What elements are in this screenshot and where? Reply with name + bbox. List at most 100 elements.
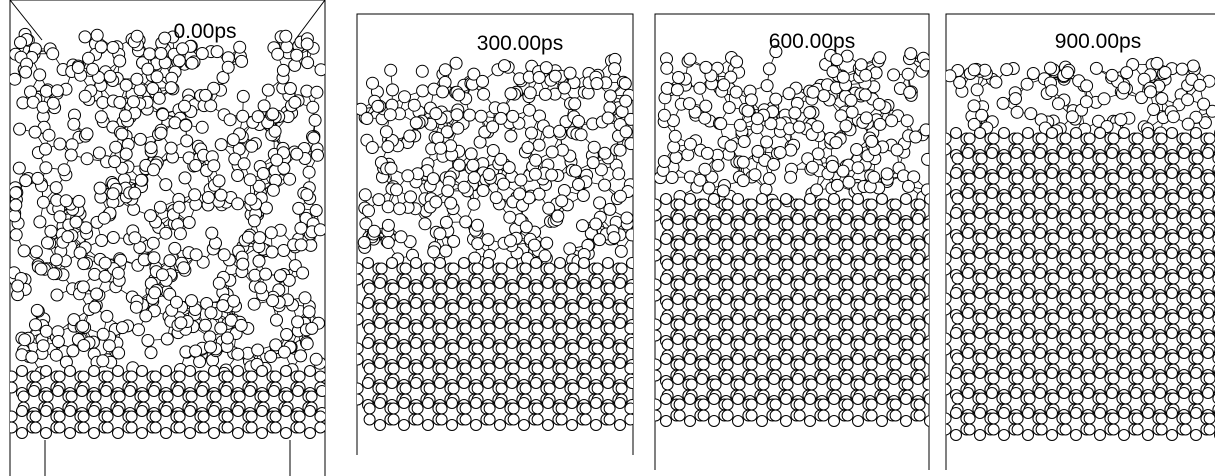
atom: [573, 179, 585, 191]
atom: [519, 318, 530, 329]
atom: [591, 78, 603, 90]
atom: [95, 41, 107, 53]
atom: [303, 306, 315, 318]
atom: [573, 115, 585, 127]
atom: [352, 303, 363, 314]
atom: [459, 378, 470, 389]
atom: [568, 343, 579, 354]
atom: [388, 403, 399, 414]
atom: [126, 422, 137, 433]
atom: [42, 391, 53, 402]
atom: [185, 406, 196, 417]
panel-atoms: [6, 28, 338, 438]
atom: [637, 303, 648, 314]
atom: [412, 283, 423, 294]
atom: [575, 129, 587, 141]
atom: [159, 32, 171, 44]
atom: [99, 257, 111, 269]
atom: [435, 258, 446, 269]
atom: [556, 283, 567, 294]
atom: [54, 422, 65, 433]
atom: [126, 371, 137, 382]
atom: [60, 195, 72, 207]
atom: [505, 235, 517, 247]
atom: [468, 198, 480, 210]
atom: [142, 335, 154, 347]
atom: [281, 366, 292, 377]
atom: [274, 270, 286, 282]
atom: [609, 63, 621, 75]
atom: [615, 318, 626, 329]
atom: [620, 95, 632, 107]
atom: [47, 97, 59, 109]
atom: [284, 83, 296, 95]
atom: [549, 70, 561, 82]
atom: [543, 420, 554, 431]
atom: [67, 345, 79, 357]
atom: [532, 283, 543, 294]
atom: [221, 386, 232, 397]
atom: [430, 196, 442, 208]
atom: [97, 355, 109, 367]
atom: [555, 258, 566, 269]
atom: [165, 82, 177, 94]
atom: [198, 422, 209, 433]
atom: [522, 142, 534, 154]
atom: [222, 371, 233, 382]
atom: [137, 366, 148, 377]
atom: [620, 126, 632, 138]
atom: [237, 258, 249, 270]
atom: [30, 246, 42, 258]
atom: [6, 411, 17, 422]
atom: [515, 174, 527, 186]
atom: [412, 323, 423, 334]
atom: [495, 318, 506, 329]
atom: [621, 212, 633, 224]
atom: [17, 406, 28, 417]
atom: [236, 55, 248, 67]
atom: [625, 138, 637, 150]
atom: [145, 210, 157, 222]
atom: [614, 144, 626, 156]
atom: [91, 288, 103, 300]
atom: [30, 371, 41, 382]
atom: [144, 48, 156, 60]
atom: [31, 304, 43, 316]
atom: [382, 219, 394, 231]
atom: [185, 366, 196, 377]
atom: [30, 411, 41, 422]
atom: [577, 220, 589, 232]
atom: [258, 100, 270, 112]
atom: [102, 411, 113, 422]
atom: [224, 114, 236, 126]
atom: [83, 52, 95, 64]
atom: [364, 323, 375, 334]
atom: [284, 173, 296, 185]
atom: [295, 239, 307, 251]
atom: [295, 222, 307, 234]
atom: [19, 334, 31, 346]
atom: [305, 406, 316, 417]
atom: [555, 378, 566, 389]
atom: [131, 73, 143, 85]
atom: [399, 318, 410, 329]
atom: [495, 112, 507, 124]
atom: [399, 420, 410, 431]
atom: [384, 109, 396, 121]
atom: [580, 283, 591, 294]
atom: [297, 267, 309, 279]
atom: [222, 422, 233, 433]
atom: [496, 343, 507, 354]
atom: [93, 147, 105, 159]
atom: [244, 174, 256, 186]
atom: [555, 298, 566, 309]
atom: [364, 403, 375, 414]
atom: [459, 298, 470, 309]
atom: [477, 75, 489, 87]
atom: [375, 398, 386, 409]
atom: [399, 358, 410, 369]
atom: [376, 263, 387, 274]
atom: [42, 237, 54, 249]
atom: [213, 277, 225, 289]
atom: [532, 414, 543, 425]
